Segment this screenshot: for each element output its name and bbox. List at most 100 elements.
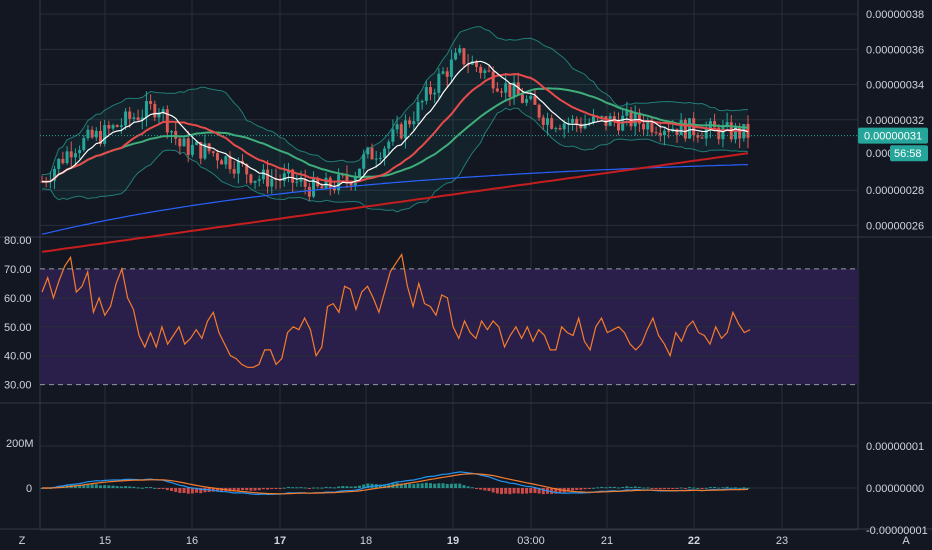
candle-body: [324, 177, 328, 189]
histogram-bar: [466, 486, 470, 488]
histogram-bar: [462, 485, 466, 488]
histogram-bar: [529, 488, 533, 494]
histogram-bar: [124, 486, 128, 488]
candle-body: [583, 123, 587, 129]
histogram-bar: [725, 486, 729, 488]
candle-body: [111, 125, 115, 129]
histogram-bar: [679, 487, 683, 489]
candle-body: [658, 132, 662, 136]
histogram-bar: [353, 486, 357, 488]
volume-tick-label: 0: [26, 483, 32, 495]
candle-body: [642, 123, 646, 130]
histogram-bar: [403, 483, 407, 488]
candle-body: [562, 123, 566, 130]
histogram-bar: [86, 483, 90, 488]
histogram-bar: [119, 486, 123, 488]
histogram-bar: [474, 488, 478, 489]
histogram-bar: [558, 488, 562, 494]
macd-tick-label: -0.00000001: [866, 525, 928, 537]
histogram-bar: [683, 488, 687, 489]
histogram-bar: [253, 488, 257, 491]
candle-body: [637, 112, 641, 124]
candle-body: [717, 127, 721, 140]
histogram-bar: [412, 484, 416, 488]
candle-body: [433, 92, 437, 95]
histogram-bar: [612, 486, 616, 488]
candle-body: [232, 169, 236, 174]
candle-body: [69, 151, 73, 158]
rsi-tick-label: 50.00: [4, 322, 32, 334]
histogram-bar: [232, 488, 236, 492]
x-axis-tick-label: 18: [360, 535, 372, 547]
histogram-bar: [646, 487, 650, 489]
countdown-tag: 0.000 56:58: [866, 145, 928, 162]
histogram-bar: [608, 486, 612, 488]
histogram-bar: [257, 488, 261, 491]
candle-body: [220, 160, 224, 165]
candle-body: [500, 91, 504, 93]
histogram-bar: [111, 485, 115, 488]
candle-body: [533, 95, 537, 105]
histogram-bar: [316, 487, 320, 489]
candle-body: [253, 180, 257, 183]
histogram-bar: [115, 486, 119, 488]
histogram-bar: [729, 487, 733, 489]
candle-body: [186, 138, 190, 155]
candle-body: [228, 156, 232, 170]
price-tick-label: 0.00000034: [866, 80, 924, 92]
histogram-bar: [328, 487, 332, 489]
histogram-bar: [291, 487, 295, 489]
candles-group: [40, 44, 750, 202]
candle-body: [525, 99, 529, 103]
candle-body: [190, 144, 194, 155]
candle-body: [257, 179, 261, 181]
histogram-bar: [399, 483, 403, 488]
candle-body: [136, 117, 140, 121]
histogram-bar: [332, 487, 336, 489]
candle-body: [738, 126, 742, 139]
signal-line: [42, 473, 749, 495]
candle-body: [86, 129, 90, 139]
macd-tick-label: 0.00000000: [866, 483, 924, 495]
auto-scale-button[interactable]: A: [902, 535, 910, 547]
candle-body: [282, 173, 286, 181]
histogram-bar: [554, 488, 558, 494]
candle-body: [161, 109, 165, 113]
histogram-bar: [458, 483, 462, 488]
candle-body: [571, 118, 575, 123]
candle-body: [508, 83, 512, 97]
candle-body: [616, 120, 620, 131]
candle-body: [654, 132, 658, 134]
histogram-bar: [616, 487, 620, 489]
histogram-bar: [504, 488, 508, 494]
histogram-bar: [658, 488, 662, 489]
candle-body: [65, 151, 69, 164]
candle-body: [420, 100, 424, 103]
histogram-bar: [433, 483, 437, 488]
histogram-bar: [700, 488, 704, 489]
candle-body: [107, 125, 111, 129]
histogram-bar: [575, 488, 579, 490]
histogram-bar: [579, 488, 583, 490]
histogram-bar: [675, 488, 679, 489]
candle-body: [454, 52, 458, 60]
histogram-bar: [470, 487, 474, 489]
histogram-bar: [149, 486, 153, 488]
volume-tick-label: 200M: [6, 438, 34, 450]
grid-lines: [40, 0, 858, 528]
histogram-bar: [199, 488, 203, 494]
histogram-bar: [357, 485, 361, 488]
candle-body: [383, 148, 387, 158]
histogram-bar: [103, 485, 107, 488]
candle-body: [395, 124, 399, 130]
x-axis-tick-label: 23: [776, 535, 788, 547]
candle-body: [537, 104, 541, 118]
candle-body: [261, 169, 265, 180]
histogram-bar: [299, 487, 303, 489]
candle-body: [94, 130, 98, 138]
candle-body: [128, 111, 132, 119]
histogram-bar: [349, 486, 353, 488]
timezone-button[interactable]: Z: [19, 535, 26, 547]
